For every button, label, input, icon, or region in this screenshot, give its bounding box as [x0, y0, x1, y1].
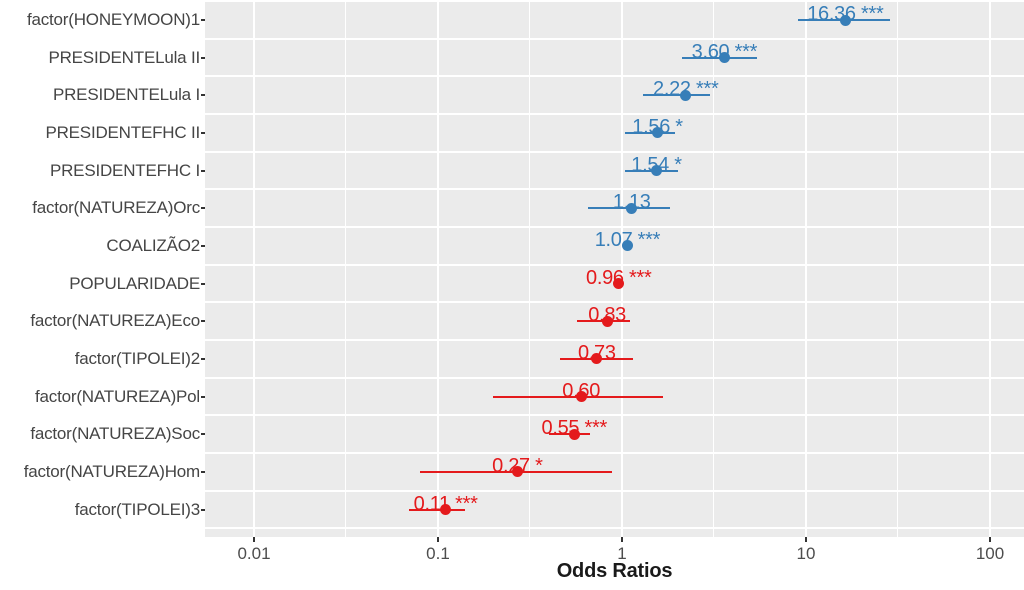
plot-panel: 16.36 *** 3.60 *** 2.22 *** 1.56 * 1.54 * 1.1… [205, 0, 1024, 537]
y-axis-tick-mark [201, 19, 205, 21]
odds-ratio-point-marker [621, 240, 633, 252]
x-axis-tick-mark [805, 537, 807, 542]
odds-ratio-value-label: 0.55 *** [541, 417, 608, 440]
vertical-minor-gridline [897, 0, 899, 537]
odds-ratio-value-label: 1.07 *** [594, 228, 661, 251]
vertical-major-gridline [989, 0, 991, 537]
horizontal-gridline [205, 527, 1024, 530]
horizontal-gridline [205, 376, 1024, 379]
vertical-minor-gridline [713, 0, 715, 537]
horizontal-gridline [205, 0, 1024, 3]
odds-ratio-point-marker [613, 278, 625, 290]
confidence-interval-line [642, 94, 711, 97]
odds-ratio-value-label: 0.73 [577, 341, 616, 364]
term-label: COALIZÃO2 [106, 235, 200, 255]
y-axis-tick-mark [201, 470, 205, 473]
odds-ratio-point-marker [718, 52, 730, 64]
term-label: POPULARIDADE [69, 273, 200, 293]
odds-ratio-point-marker [575, 391, 587, 403]
y-axis-tick-mark [201, 56, 205, 59]
x-axis-tick-mark [989, 537, 991, 542]
term-label: factor(NATUREZA)Eco [30, 311, 200, 331]
odds-ratio-value-label: 2.22 *** [653, 78, 719, 101]
odds-ratio-value-label: 3.60 *** [691, 40, 758, 63]
odds-ratio-value-label: 0.96 *** [586, 266, 652, 289]
horizontal-gridline [205, 75, 1024, 78]
odds-ratio-value-label: 16.36 *** [807, 3, 884, 25]
odds-ratio-value-label: 1.13 [612, 191, 651, 214]
odds-ratio-point-marker [511, 466, 523, 478]
term-label: factor(NATUREZA)Pol [35, 386, 200, 406]
horizontal-gridline [205, 301, 1024, 304]
y-axis-tick-mark [201, 94, 205, 97]
vertical-major-gridline [253, 0, 255, 537]
odds-ratio-value-label: 0.27 * [492, 454, 543, 477]
confidence-interval-line [409, 508, 465, 511]
term-label: PRESIDENTELula II [48, 47, 200, 67]
horizontal-gridline [205, 263, 1024, 266]
term-label: factor(TIPOLEI)3 [74, 499, 200, 519]
odds-ratio-point-marker [601, 315, 613, 327]
horizontal-gridline [205, 452, 1024, 455]
x-axis-tick-label: 10 [796, 544, 816, 563]
x-axis-tick-mark [621, 537, 623, 542]
x-axis-tick-label: 0.1 [426, 544, 450, 563]
odds-ratio-point-marker [591, 353, 603, 365]
vertical-major-gridline [621, 0, 623, 537]
term-label: factor(NATUREZA)Soc [30, 424, 200, 444]
horizontal-gridline [205, 489, 1024, 492]
vertical-minor-gridline [529, 0, 531, 537]
odds-ratio-point-marker [440, 504, 452, 515]
odds-ratio-value-label: 1.56 * [632, 115, 683, 138]
odds-ratio-value-label: 0.11 *** [413, 492, 478, 515]
odds-ratio-point-marker [651, 165, 662, 177]
odds-ratio-point-marker [568, 428, 580, 440]
x-axis-title: Odds Ratios [556, 560, 673, 582]
y-axis-tick-mark [201, 320, 205, 323]
y-axis-tick-mark [201, 207, 205, 210]
x-axis-tick-mark [437, 537, 439, 542]
horizontal-gridline [205, 414, 1024, 417]
y-axis-tick-mark [201, 508, 205, 511]
term-label: factor(NATUREZA)Hom [23, 461, 200, 481]
x-axis-tick-label: 0.01 [237, 544, 271, 563]
term-label: factor(NATUREZA)Orc [32, 198, 200, 218]
term-label: PRESIDENTEFHC II [45, 122, 200, 142]
x-axis: 0.01 0.1 1 10 100 [0, 537, 1024, 590]
y-axis-tick-mark [201, 244, 205, 247]
term-label: PRESIDENTELula I [52, 85, 200, 105]
y-axis-tick-mark [201, 282, 205, 285]
odds-ratio-point-marker [680, 89, 692, 101]
term-label: factor(HONEYMOON)1 [26, 10, 200, 29]
y-axis-tick-mark [201, 131, 205, 134]
x-axis-tick-label: 100 [975, 544, 1005, 563]
y-axis-tick-mark [201, 357, 205, 360]
horizontal-gridline [205, 113, 1024, 116]
odds-ratio-value-label: 0.60 [562, 379, 601, 402]
odds-ratio-value-label: 0.83 [588, 304, 626, 327]
odds-ratio-point-marker [652, 127, 664, 139]
vertical-major-gridline [437, 0, 439, 537]
horizontal-gridline [205, 37, 1024, 40]
odds-ratio-point-marker [839, 14, 851, 26]
confidence-interval-line [625, 131, 675, 134]
y-axis-category-labels: factor(HONEYMOON)1 PRESIDENTELula II PRESI… [0, 0, 205, 537]
vertical-minor-gridline [345, 0, 347, 537]
horizontal-gridline [205, 339, 1024, 342]
odds-ratio-point-marker [626, 202, 638, 214]
x-axis-tick-label: 1 [617, 544, 627, 563]
term-label: PRESIDENTEFHC I [49, 160, 200, 180]
horizontal-gridline [205, 188, 1024, 191]
y-axis-tick-mark [201, 395, 205, 398]
term-label: factor(TIPOLEI)2 [74, 348, 200, 368]
horizontal-gridline [205, 226, 1024, 229]
odds-ratio-value-label: 1.54 * [631, 153, 682, 176]
x-axis-tick-mark [253, 537, 255, 542]
y-axis-tick-mark [201, 433, 205, 436]
horizontal-gridline [205, 150, 1024, 153]
vertical-major-gridline [805, 0, 807, 537]
y-axis-tick-mark [201, 169, 205, 172]
